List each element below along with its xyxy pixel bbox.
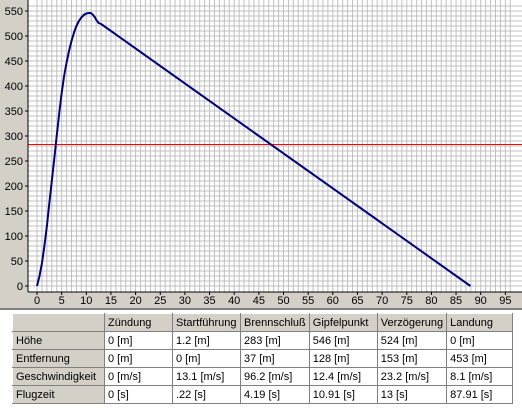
header-brennschluss[interactable]: Brennschluß (240, 313, 310, 332)
x-tick-label: 10 (80, 295, 92, 307)
x-tick-label: 90 (475, 295, 487, 307)
x-tick-label: 5 (59, 295, 65, 307)
y-tick-label: 50 (11, 256, 23, 268)
table-row: Flugzeit 0 [s] .22 [s] 4.19 [s] 10.91 [s… (12, 385, 514, 404)
table-cell[interactable]: 153 [m] (376, 349, 448, 368)
header-zuendung[interactable]: Zündung (104, 313, 173, 332)
flight-chart-svg: 0 50 100 150 200 250 300 350 400 450 500 550 0 5 10 15 2… (4, 0, 522, 307)
y-tick-label: 450 (5, 56, 23, 68)
table-cell[interactable]: 37 [m] (240, 349, 310, 368)
table-row: Geschwindigkeit 0 [m/s] 13.1 [m/s] 96.2 … (12, 367, 514, 386)
y-tick-label: 350 (5, 106, 23, 118)
table-cell[interactable]: 0 [m/s] (104, 367, 173, 386)
row-label: Geschwindigkeit (12, 367, 105, 386)
row-label: Höhe (12, 331, 105, 350)
flight-data-table: Zündung Startführung Brennschluß Gipfelp… (12, 313, 514, 404)
x-tick-label: 15 (105, 295, 117, 307)
table-cell[interactable]: 10.91 [s] (308, 385, 378, 404)
x-tick-label: 35 (203, 295, 215, 307)
x-tick-label: 45 (253, 295, 265, 307)
y-tick-label: 200 (5, 181, 23, 193)
x-tick-label: 55 (302, 295, 314, 307)
table-cell[interactable]: 1.2 [m] (172, 331, 241, 350)
x-tick-label: 65 (351, 295, 363, 307)
x-tick-label: 30 (179, 295, 191, 307)
y-tick-label: 300 (5, 131, 23, 143)
table-row: Höhe 0 [m] 1.2 [m] 283 [m] 546 [m] 524 [… (12, 331, 514, 350)
table-cell[interactable]: 0 [m] (446, 331, 514, 350)
y-tick-label: 400 (5, 81, 23, 93)
table-cell[interactable]: 283 [m] (240, 331, 310, 350)
y-tick-label: 500 (5, 31, 23, 43)
y-tick-label: 0 (17, 281, 23, 293)
table-cell[interactable]: 0 [s] (104, 385, 173, 404)
header-verzoegerung[interactable]: Verzögerung (376, 313, 448, 332)
x-tick-label: 50 (277, 295, 289, 307)
x-tick-label: 75 (401, 295, 413, 307)
y-tick-label: 150 (5, 206, 23, 218)
table-cell[interactable]: 0 [m] (104, 331, 173, 350)
table-cell[interactable]: 23.2 [m/s] (376, 367, 448, 386)
table-cell[interactable]: 4.19 [s] (240, 385, 310, 404)
table-cell[interactable]: 12.4 [m/s] (308, 367, 378, 386)
table-header-row: Zündung Startführung Brennschluß Gipfelp… (12, 313, 514, 332)
x-tick-label: 20 (129, 295, 141, 307)
header-landung[interactable]: Landung (446, 313, 514, 332)
header-gipfelpunkt[interactable]: Gipfelpunkt (308, 313, 378, 332)
table-row: Entfernung 0 [m] 0 [m] 37 [m] 128 [m] 15… (12, 349, 514, 368)
y-tick-label: 250 (5, 156, 23, 168)
x-tick-label: 40 (228, 295, 240, 307)
corner-header (12, 313, 105, 332)
table-cell[interactable]: 524 [m] (376, 331, 448, 350)
y-tick-label: 100 (5, 231, 23, 243)
table-cell[interactable]: 13 [s] (376, 385, 448, 404)
x-tick-label: 60 (327, 295, 339, 307)
x-tick-label: 95 (499, 295, 511, 307)
x-tick-label: 70 (376, 295, 388, 307)
series-line-0 (36, 12, 471, 287)
flight-chart: 0 50 100 150 200 250 300 350 400 450 500 550 0 5 10 15 2… (4, 0, 522, 307)
table-cell[interactable]: 13.1 [m/s] (172, 367, 241, 386)
table-cell[interactable]: 0 [m] (172, 349, 241, 368)
table-cell[interactable]: 96.2 [m/s] (240, 367, 310, 386)
y-tick-label: 550 (5, 6, 23, 18)
table-cell[interactable]: 8.1 [m/s] (446, 367, 514, 386)
x-tick-label: 25 (154, 295, 166, 307)
x-tick-label: 0 (34, 295, 40, 307)
table-cell[interactable]: .22 [s] (172, 385, 241, 404)
table-cell[interactable]: 453 [m] (446, 349, 514, 368)
row-label: Flugzeit (12, 385, 105, 404)
row-label: Entfernung (12, 349, 105, 368)
table-cell[interactable]: 87.91 [s] (446, 385, 514, 404)
splitter[interactable] (0, 308, 522, 311)
x-tick-label: 80 (425, 295, 437, 307)
table-cell[interactable]: 546 [m] (308, 331, 378, 350)
table-cell[interactable]: 0 [m] (104, 349, 173, 368)
x-tick-label: 85 (450, 295, 462, 307)
table-cell[interactable]: 128 [m] (308, 349, 378, 368)
header-startfuehrung[interactable]: Startführung (172, 313, 241, 332)
flight-data-grid: Zündung Startführung Brennschluß Gipfelp… (0, 311, 522, 411)
